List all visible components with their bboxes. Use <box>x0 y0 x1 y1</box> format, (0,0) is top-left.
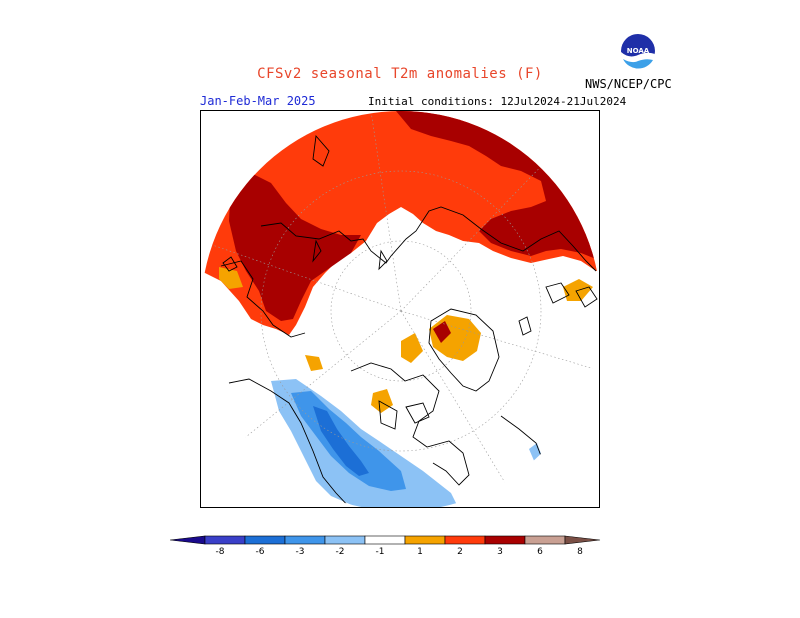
colorbar-label: 8 <box>577 547 583 557</box>
anomaly-region-warm-1-2 <box>371 389 393 413</box>
colorbar-label: 1 <box>417 547 423 557</box>
agency-label: NWS/NCEP/CPC <box>585 77 672 91</box>
colorbar-swatch-min <box>170 535 206 545</box>
anomaly-region-warm-1-2 <box>401 333 423 363</box>
colorbar-swatch <box>204 535 246 545</box>
colorbar-label: 2 <box>457 547 463 557</box>
colorbar-swatch <box>444 535 486 545</box>
initial-conditions: Initial conditions: 12Jul2024-21Jul2024 <box>368 95 627 108</box>
colorbar-swatch <box>364 535 406 545</box>
noaa-logo-icon: NOAA <box>621 34 655 69</box>
colorbar-swatch <box>284 535 326 545</box>
anomaly-region-warm-1-2 <box>219 267 243 289</box>
colorbar-swatch <box>484 535 526 545</box>
colorbar-label: -3 <box>295 547 305 557</box>
colorbar-label: 6 <box>537 547 543 557</box>
colorbar-swatch <box>244 535 286 545</box>
anomaly-region-cold-3-6 <box>313 406 369 476</box>
colorbar-swatch-max <box>564 535 601 545</box>
colorbar-swatch <box>324 535 366 545</box>
colorbar-label: -1 <box>375 547 385 557</box>
colorbar-swatch <box>404 535 446 545</box>
colorbar-swatch <box>524 535 566 545</box>
colorbar-label: 3 <box>497 547 503 557</box>
colorbar-label: -2 <box>335 547 345 557</box>
anomaly-region-warm-3-6 <box>229 173 361 321</box>
svg-text:NOAA: NOAA <box>627 47 650 55</box>
colorbar <box>170 535 601 545</box>
chart-title: CFSv2 seasonal T2m anomalies (F) <box>257 66 543 82</box>
anomaly-region-warm-1-2 <box>305 355 323 371</box>
anomaly-map <box>200 110 600 508</box>
anomaly-region-cold-1-2 <box>529 443 543 463</box>
colorbar-label: -6 <box>255 547 265 557</box>
anomaly-region-warm-3-6 <box>433 321 451 343</box>
colorbar-label: -8 <box>215 547 225 557</box>
forecast-period: Jan-Feb-Mar 2025 <box>200 94 316 108</box>
